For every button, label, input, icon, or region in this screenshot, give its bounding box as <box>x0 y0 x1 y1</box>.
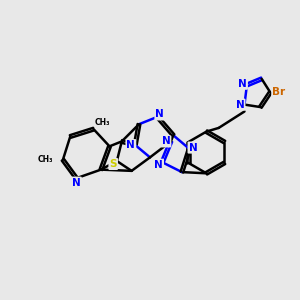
Text: N: N <box>162 136 170 146</box>
Text: S: S <box>110 159 117 169</box>
Text: CH₃: CH₃ <box>95 118 110 127</box>
Text: N: N <box>127 140 135 150</box>
Text: Br: Br <box>272 87 285 97</box>
Text: N: N <box>189 142 197 152</box>
Text: N: N <box>238 79 247 89</box>
Text: N: N <box>236 100 244 110</box>
Text: N: N <box>154 160 163 170</box>
Text: CH₃: CH₃ <box>38 155 53 164</box>
Text: N: N <box>155 110 164 119</box>
Text: N: N <box>72 178 81 188</box>
